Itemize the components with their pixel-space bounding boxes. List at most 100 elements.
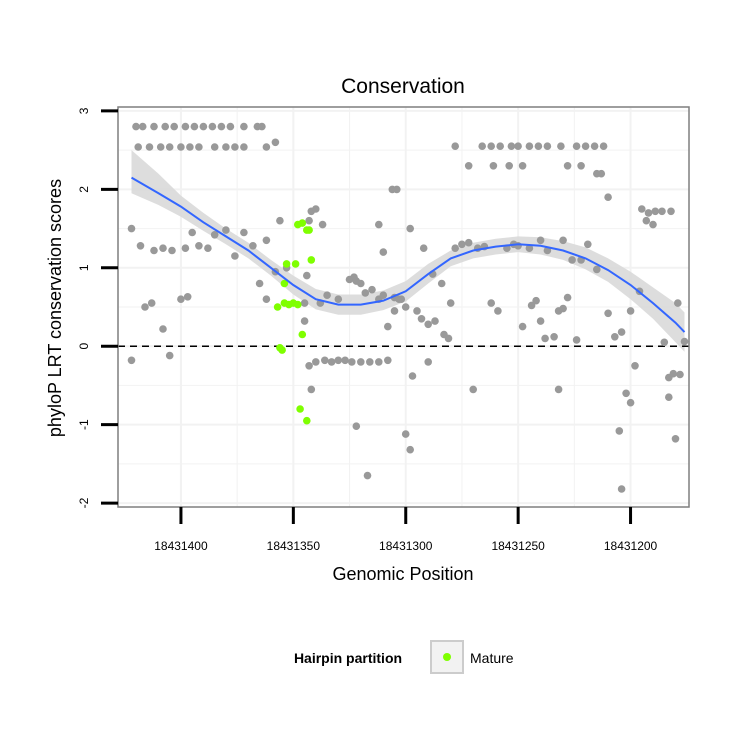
data-point bbox=[599, 142, 608, 150]
data-point bbox=[156, 143, 165, 151]
data-point bbox=[159, 244, 167, 252]
data-point bbox=[312, 205, 320, 213]
data-point bbox=[413, 307, 421, 315]
mature-point bbox=[298, 330, 307, 339]
data-point bbox=[451, 142, 460, 150]
data-point bbox=[276, 216, 284, 225]
data-point bbox=[604, 309, 612, 318]
data-point bbox=[321, 356, 329, 365]
smooth-line-layer bbox=[130, 176, 686, 333]
data-point bbox=[572, 142, 581, 150]
data-point bbox=[669, 369, 678, 378]
mature-point bbox=[296, 405, 304, 413]
plot-border bbox=[117, 106, 690, 508]
data-point bbox=[127, 224, 136, 233]
data-point bbox=[183, 293, 192, 301]
x-axis-label: Genomic Position bbox=[332, 564, 473, 584]
points-layer bbox=[127, 122, 689, 493]
data-point bbox=[518, 162, 527, 170]
data-point bbox=[181, 244, 190, 252]
mature-point bbox=[291, 260, 300, 268]
data-point bbox=[305, 362, 313, 370]
data-point bbox=[334, 295, 343, 304]
mature-point bbox=[278, 346, 286, 354]
data-point bbox=[323, 291, 331, 300]
data-point bbox=[525, 142, 534, 150]
data-point bbox=[134, 143, 142, 151]
data-point bbox=[271, 138, 280, 147]
data-point bbox=[368, 285, 376, 294]
data-point bbox=[262, 236, 271, 245]
data-point bbox=[424, 358, 433, 366]
data-point bbox=[305, 216, 313, 225]
data-point bbox=[631, 362, 639, 370]
data-point bbox=[649, 220, 657, 229]
data-point bbox=[444, 334, 453, 343]
data-point bbox=[406, 224, 415, 233]
plot-frame bbox=[117, 106, 690, 508]
data-point bbox=[505, 162, 513, 170]
y-tick-label: -2 bbox=[77, 497, 91, 508]
data-point bbox=[464, 238, 473, 247]
data-point bbox=[615, 427, 624, 435]
data-point bbox=[262, 143, 271, 151]
data-point bbox=[136, 242, 145, 250]
data-point bbox=[431, 317, 439, 325]
data-point bbox=[478, 142, 487, 150]
data-point bbox=[222, 226, 230, 234]
data-point bbox=[363, 471, 372, 480]
data-point bbox=[559, 304, 567, 313]
y-axis: -2 -1 0 1 2 3 bbox=[77, 107, 118, 508]
data-point bbox=[366, 358, 374, 366]
mature-point bbox=[298, 219, 307, 227]
data-point bbox=[590, 142, 599, 150]
data-point bbox=[303, 271, 311, 280]
data-point bbox=[150, 122, 158, 131]
x-tick-label: 18431250 bbox=[491, 539, 545, 553]
data-point bbox=[644, 209, 653, 217]
data-point bbox=[210, 143, 219, 151]
data-point bbox=[507, 142, 516, 150]
data-point bbox=[161, 122, 169, 131]
y-axis-label: phyloP LRT conservation scores bbox=[45, 179, 65, 437]
data-point bbox=[424, 320, 433, 329]
data-point bbox=[419, 244, 428, 252]
data-point bbox=[469, 385, 478, 394]
data-point bbox=[489, 162, 498, 170]
data-point bbox=[226, 122, 235, 131]
confidence-band bbox=[131, 150, 685, 352]
data-point bbox=[138, 122, 147, 131]
data-point bbox=[534, 142, 543, 150]
data-point bbox=[437, 279, 446, 288]
chart-title: Conservation bbox=[341, 75, 465, 98]
data-point bbox=[584, 240, 592, 249]
data-point bbox=[231, 143, 239, 151]
mature-point bbox=[294, 300, 302, 309]
data-point bbox=[611, 333, 619, 341]
data-point bbox=[651, 207, 660, 216]
data-point bbox=[572, 336, 581, 344]
data-point bbox=[667, 207, 675, 216]
data-point bbox=[514, 142, 522, 150]
data-point bbox=[563, 162, 572, 170]
data-point bbox=[658, 207, 666, 216]
data-point bbox=[617, 485, 626, 493]
data-point bbox=[159, 325, 167, 333]
data-point bbox=[674, 299, 682, 307]
data-point bbox=[199, 122, 208, 131]
data-point bbox=[384, 356, 392, 365]
data-point bbox=[147, 299, 156, 307]
data-point bbox=[676, 370, 684, 379]
data-point bbox=[557, 142, 565, 150]
data-point bbox=[240, 122, 248, 131]
y-tick-label: 0 bbox=[77, 343, 91, 350]
data-point bbox=[240, 228, 248, 237]
data-point bbox=[141, 303, 149, 311]
data-point bbox=[181, 122, 190, 131]
data-point bbox=[327, 358, 336, 366]
data-point bbox=[300, 317, 309, 325]
mature-point bbox=[307, 256, 316, 264]
data-point bbox=[518, 322, 527, 331]
data-point bbox=[188, 228, 196, 237]
